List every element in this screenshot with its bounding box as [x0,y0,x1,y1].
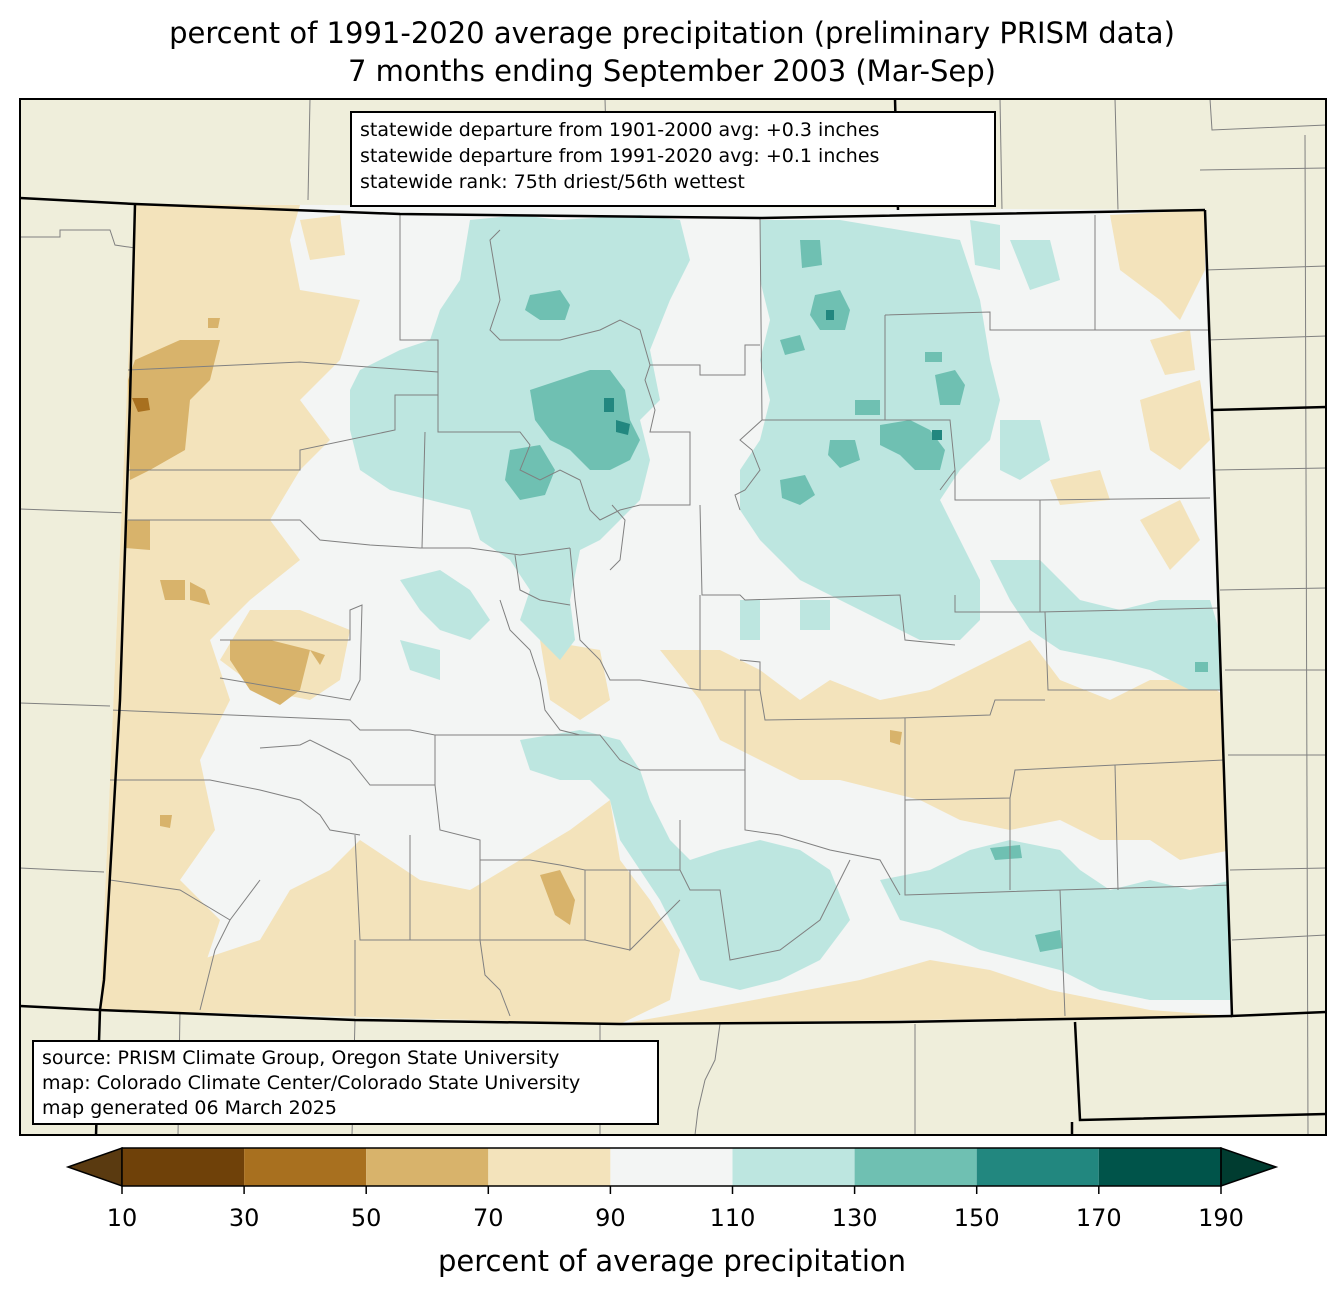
colorbar-segment-10-30 [122,1148,245,1186]
colorbar-tick-label: 50 [350,1204,382,1232]
statewide-stats-box: statewide departure from 1901-2000 avg: … [350,111,996,207]
colorbar-tick-label: 170 [1075,1204,1122,1232]
colorbar-tick-label: 150 [953,1204,1000,1232]
colorbar-segment-110-130 [732,1148,855,1186]
stat-rank: statewide rank: 75th driest/56th wettest [360,171,745,193]
colorbar-tick-label: 10 [106,1204,138,1232]
colorbar-label: percent of average precipitation [437,1244,907,1278]
stat-departure-1991-2020: statewide departure from 1991-2020 avg: … [360,145,880,167]
stat-departure-1901-2000: statewide departure from 1901-2000 avg: … [360,119,880,141]
colorbar-tick-label: 70 [473,1204,504,1232]
colorbar-tick-label: 190 [1198,1204,1244,1232]
source-prism: source: PRISM Climate Group, Oregon Stat… [42,1047,560,1069]
colorbar-segment-90-110 [610,1148,733,1186]
map-title-line1: percent of 1991-2020 average precipitati… [169,16,1175,50]
colorbar-high-extension [1220,1146,1279,1188]
source-generated-date: map generated 06 March 2025 [42,1097,337,1119]
colorbar-segment-130-150 [854,1148,977,1186]
colorbar-tick-label: 90 [595,1204,626,1232]
colorbar-segment-50-70 [366,1148,489,1186]
colorado-county-lines [109,215,1232,1017]
colorbar-tick-label: 130 [831,1204,878,1232]
precipitation-fields [100,204,1232,1024]
source-map-credit: map: Colorado Climate Center/Colorado St… [42,1072,581,1094]
colorbar-segment-30-50 [244,1148,367,1186]
source-box: source: PRISM Climate Group, Oregon Stat… [32,1040,659,1125]
colorbar-tick-label: 30 [228,1204,260,1232]
colorbar-low-extension [65,1146,123,1188]
map-title-line2: 7 months ending September 2003 (Mar-Sep) [348,54,996,88]
colorbar-segment-150-170 [976,1148,1099,1186]
map-frame [19,98,1327,1136]
colorbar-segment-70-90 [488,1148,611,1186]
colorbar-segment-170-190 [1098,1148,1221,1186]
colorbar [65,1146,1279,1194]
colorbar-tick-label: 110 [709,1204,756,1232]
